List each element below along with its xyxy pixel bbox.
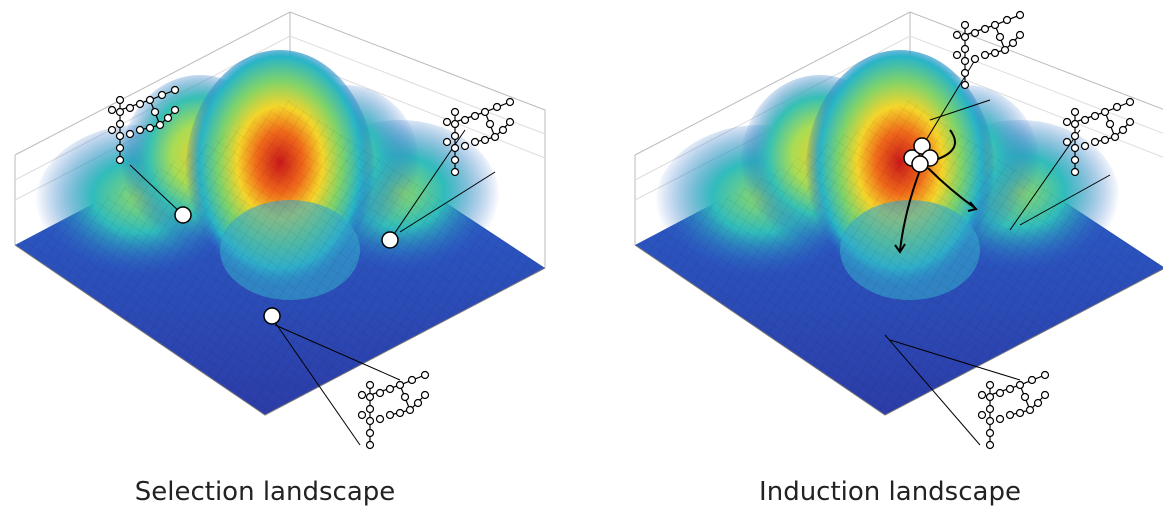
caption: Selection landscape — [135, 477, 396, 507]
state-marker — [264, 308, 280, 324]
figure: Selection landscape Induction landscape — [0, 0, 1163, 508]
molecule — [954, 12, 1024, 89]
state-marker — [382, 232, 398, 248]
state-marker — [175, 207, 191, 223]
selection-surface — [15, 12, 545, 415]
induction-surface — [635, 12, 1163, 415]
page: Selection landscape Induction landscape … — [0, 0, 1163, 508]
caption: Induction landscape — [759, 477, 1021, 507]
molecule — [979, 372, 1049, 449]
molecule — [359, 372, 429, 449]
